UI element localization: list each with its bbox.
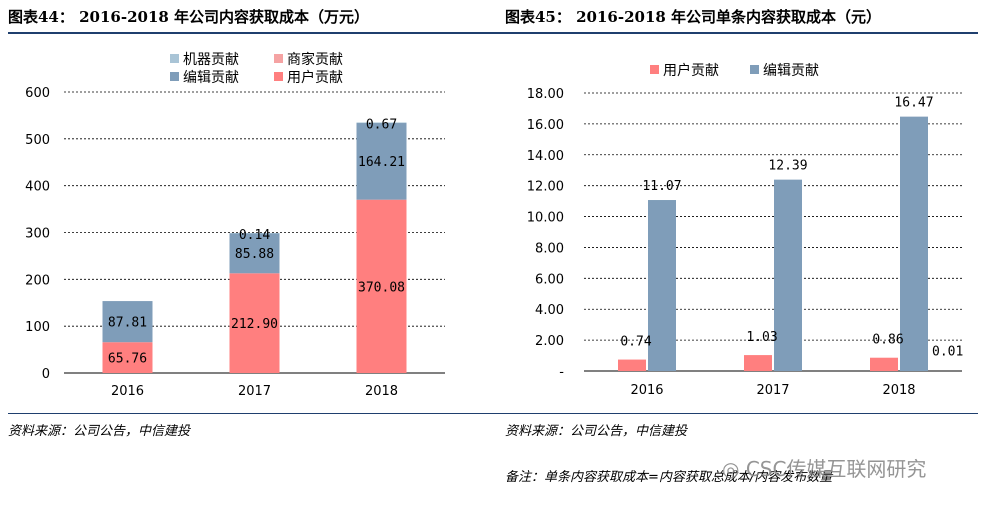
legend-label-merchant: 商家贡献 [287,51,343,68]
bar-segment-machine [229,233,280,234]
legend-label-user: 用户贡献 [287,69,343,86]
y-tick-label: 4.00 [535,303,564,318]
data-label-extra: 0.01 [932,345,963,360]
y-tick-label: 18.00 [527,87,564,102]
legend-swatch-machine [170,54,179,63]
x-tick-label: 2016 [111,384,144,399]
bar-segment-user [102,342,153,373]
data-label-user: 370.08 [358,280,405,295]
legend-label-machine: 机器贡献 [183,52,239,68]
data-label-user: 212.90 [231,317,278,332]
legend-label-user: 用户贡献 [663,62,719,79]
x-tick-label: 2016 [630,383,663,398]
left-chart-title: 图表44： 2016-2018 年公司内容获取成本（万元） [8,8,370,26]
data-label-editor: 11.07 [642,179,681,194]
right-footnote: 备注：单条内容获取成本=内容获取总成本/内容发布数量 [505,470,833,485]
data-label-editor: 85.88 [235,247,274,262]
data-label-editor: 87.81 [108,316,147,331]
y-tick-label: 12.00 [527,180,564,195]
x-tick-label: 2018 [882,383,915,398]
bar-user [744,355,772,371]
right-chart-title: 图表45： 2016-2018 年公司单条内容获取成本（元） [505,8,882,26]
y-tick-label: 14.00 [527,149,564,164]
bar-segment-editor [102,301,153,343]
x-tick-label: 2018 [365,384,398,399]
bar-editor [900,116,928,371]
y-tick-label: 300 [25,227,50,242]
y-tick-label: 400 [25,180,50,195]
y-tick-label: 6.00 [535,272,564,287]
legend-swatch-editor [750,65,759,74]
wechat-icon: ◎ [722,457,740,481]
bar-chart-unit-content-cost: - 2.00 4.00 6.00 8.00 10.00 12.00 14.00 16.00 18.… [527,62,964,398]
y-tick-label: 500 [25,133,50,148]
right-source-note: 资料来源：公司公告，中信建投 [505,424,688,439]
y-tick-label: 10.00 [527,211,564,226]
bar-segment-user [356,199,407,373]
bar-segment-editor [356,122,407,200]
y-tick-label: 600 [25,86,50,101]
bar-segment-editor [229,233,280,274]
stacked-bar-chart-content-cost: 0 100 200 300 400 500 600 65.76 87.81 2016 212.90 8… [25,51,445,399]
data-label-user: 0.86 [872,333,903,348]
data-label-editor: 164.21 [358,155,405,170]
legend-swatch-user [650,65,659,74]
y-tick-label: 200 [25,273,50,288]
y-tick-label: 0 [42,367,50,382]
left-source-note: 资料来源：公司公告，中信建投 [8,424,191,439]
watermark-text: CSC传媒互联网研究 [745,457,927,481]
y-tick-label: - [559,365,564,380]
y-tick-label: 8.00 [535,241,564,256]
y-tick-label: 2.00 [535,334,564,349]
y-tick-label: 16.00 [527,118,564,133]
wechat-watermark: ◎ CSC传媒互联网研究 [722,453,926,482]
legend-swatch-merchant [274,54,283,63]
y-tick-label: 100 [25,320,50,335]
legend-label-editor: 编辑贡献 [763,63,819,79]
x-tick-label: 2017 [756,383,789,398]
data-label-machine: 0.14 [239,228,270,243]
data-label-user: 0.74 [620,335,651,350]
bar-editor [774,179,802,371]
data-label-user: 1.03 [746,330,777,345]
data-label-user: 65.76 [108,352,147,367]
bar-editor [648,200,676,371]
legend-label-editor: 编辑贡献 [183,70,239,86]
bar-segment-user [229,273,280,373]
bar-user [870,357,898,371]
data-label-editor: 16.47 [894,96,933,111]
data-label-machine: 0.67 [366,117,397,132]
legend-swatch-user [274,72,283,81]
source-rule [8,413,978,414]
x-tick-label: 2017 [238,384,271,399]
bar-user [618,359,646,371]
bar-segment-machine [356,122,407,124]
legend-swatch-editor [170,72,179,81]
data-label-editor: 12.39 [768,159,807,174]
title-rule [8,32,978,34]
